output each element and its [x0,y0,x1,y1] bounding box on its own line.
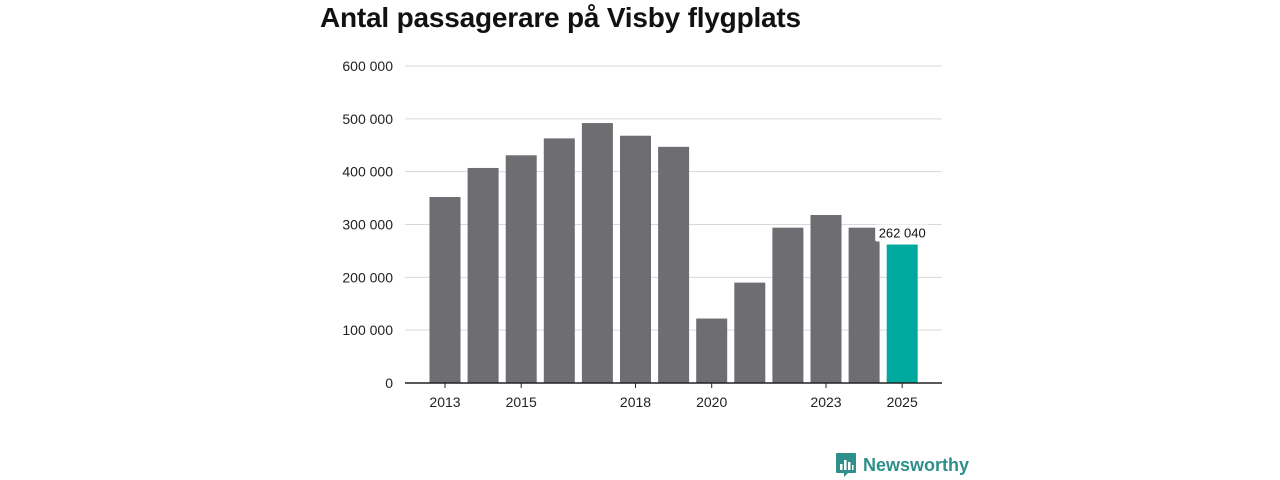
x-tick-label: 2023 [810,394,841,410]
y-tick-label: 300 000 [342,217,393,233]
bar-2015 [505,155,537,383]
bar-2019 [658,146,690,383]
x-tick-label: 2013 [429,394,460,410]
bar-2016 [543,138,575,383]
data-label-2025: 262 040 [879,226,926,241]
bar-2021 [734,282,766,383]
bar-chart-icon [836,453,856,477]
y-tick-label: 400 000 [342,164,393,180]
data-labels: 262 040 [875,224,930,242]
y-tick-label: 0 [385,375,393,391]
y-tick-label: 200 000 [342,269,393,285]
chart-title: Antal passagerare på Visby flygplats [320,2,801,33]
y-tick-label: 500 000 [342,111,393,127]
y-axis-labels: 0 100 000 200 000 300 000 400 000 500 000 600 … [342,58,393,391]
bar-2020 [696,318,728,383]
x-tick-label: 2025 [887,394,918,410]
bars [429,123,918,383]
x-tick-label: 2015 [506,394,537,410]
x-tick-label: 2018 [620,394,651,410]
bar-2014 [467,167,499,383]
bar-2023 [810,214,842,383]
y-tick-label: 600 000 [342,58,393,74]
bar-2025 [886,244,918,383]
bar-2024 [848,227,880,383]
brand-logo: Newsworthy [835,452,969,478]
x-axis: 2013 2015 2018 2020 2023 2025 [405,382,942,410]
bar-2022 [772,227,804,383]
bar-chart: 0 100 000 200 000 300 000 400 000 500 000 600 … [342,58,942,410]
bar-2013 [429,197,461,383]
bar-2018 [620,135,651,383]
bar-2017 [581,123,613,383]
brand-name: Newsworthy [863,454,970,475]
data-label-background [875,224,930,242]
y-tick-label: 100 000 [342,322,393,338]
x-tick-label: 2020 [696,394,727,410]
